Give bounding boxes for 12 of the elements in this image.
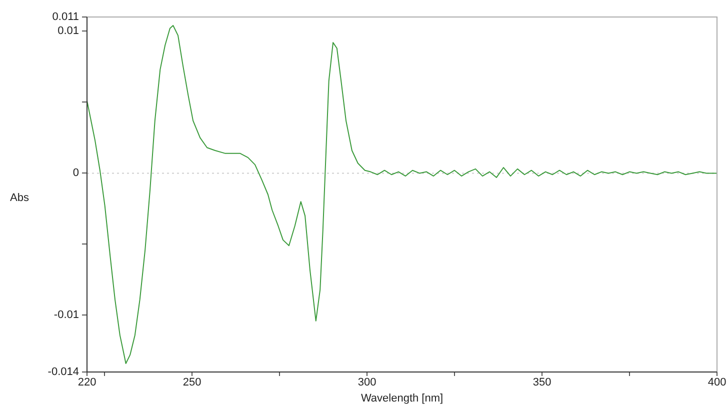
- x-tick-label: 250: [182, 376, 202, 389]
- y-tick-label: 0.011: [52, 11, 79, 24]
- x-tick-label: 350: [532, 376, 552, 389]
- y-tick-label: 0: [72, 167, 79, 180]
- y-tick-label: -0.01: [54, 309, 79, 322]
- x-tick-label: 300: [358, 376, 376, 389]
- x-axis-title: Wavelength [nm]: [360, 392, 444, 404]
- y-tick-label: 0.01: [58, 25, 79, 38]
- y-axis-title: Abs: [10, 192, 29, 204]
- y-tick-label: -0.014: [48, 366, 79, 378]
- x-tick-label: 400: [708, 376, 726, 389]
- x-tick-label: 220: [78, 376, 96, 389]
